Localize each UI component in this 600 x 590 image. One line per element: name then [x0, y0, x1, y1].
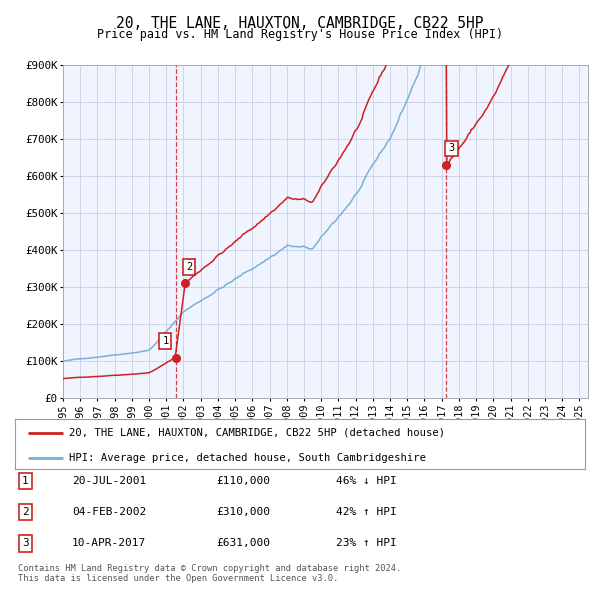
Text: Contains HM Land Registry data © Crown copyright and database right 2024.
This d: Contains HM Land Registry data © Crown c… — [18, 563, 401, 583]
Text: 42% ↑ HPI: 42% ↑ HPI — [336, 507, 397, 517]
Text: 20-JUL-2001: 20-JUL-2001 — [72, 476, 146, 486]
Text: HPI: Average price, detached house, South Cambridgeshire: HPI: Average price, detached house, Sout… — [69, 453, 426, 463]
Text: 04-FEB-2002: 04-FEB-2002 — [72, 507, 146, 517]
Text: 23% ↑ HPI: 23% ↑ HPI — [336, 539, 397, 548]
Text: 2: 2 — [186, 263, 193, 273]
Text: 2: 2 — [22, 507, 29, 517]
Text: Price paid vs. HM Land Registry's House Price Index (HPI): Price paid vs. HM Land Registry's House … — [97, 28, 503, 41]
Text: £110,000: £110,000 — [216, 476, 270, 486]
Text: 20, THE LANE, HAUXTON, CAMBRIDGE, CB22 5HP (detached house): 20, THE LANE, HAUXTON, CAMBRIDGE, CB22 5… — [69, 428, 445, 438]
Text: 46% ↓ HPI: 46% ↓ HPI — [336, 476, 397, 486]
Text: £631,000: £631,000 — [216, 539, 270, 548]
Text: 10-APR-2017: 10-APR-2017 — [72, 539, 146, 548]
Text: 1: 1 — [22, 476, 29, 486]
Text: 3: 3 — [448, 143, 455, 153]
Text: 1: 1 — [162, 336, 169, 346]
Text: £310,000: £310,000 — [216, 507, 270, 517]
Text: 3: 3 — [22, 539, 29, 548]
Text: 20, THE LANE, HAUXTON, CAMBRIDGE, CB22 5HP: 20, THE LANE, HAUXTON, CAMBRIDGE, CB22 5… — [116, 16, 484, 31]
